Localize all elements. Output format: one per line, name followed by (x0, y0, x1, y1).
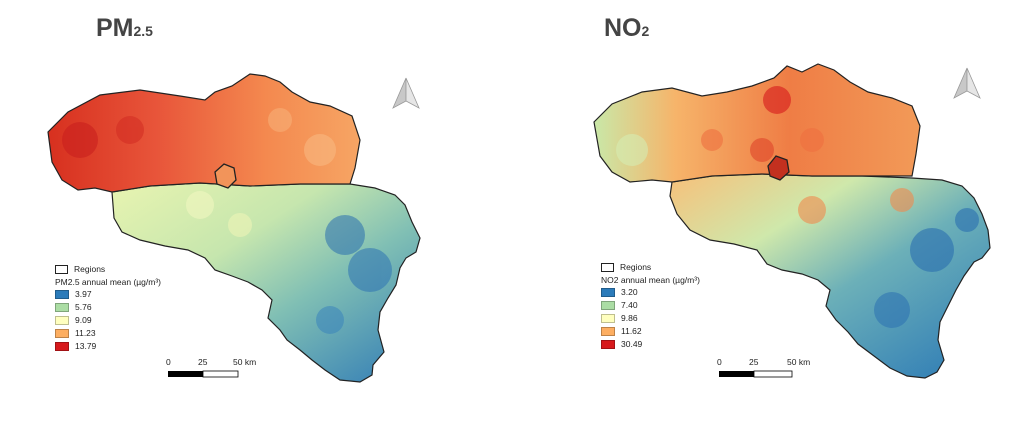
legend-swatch (55, 290, 69, 299)
north-arrow-icon (953, 67, 981, 99)
brussels-region (767, 155, 790, 181)
brussels-region (214, 163, 237, 189)
regions-outline-swatch (601, 263, 614, 272)
legend-class-label: 7.40 (621, 300, 638, 311)
legend-class-label: 11.23 (75, 328, 96, 339)
flanders-region (593, 63, 921, 183)
regions-outline-swatch (55, 265, 68, 274)
pm25-map-svg (47, 73, 421, 383)
no2-legend: Regions NO2 annual mean (µg/m³) 3.20 7.4… (601, 261, 700, 351)
legend-swatch (601, 288, 615, 297)
scale-tick-50: 50 km (233, 357, 257, 367)
no2-texture (616, 86, 979, 328)
north-arrow-icon (392, 77, 420, 109)
flanders-region (47, 73, 361, 193)
legend-title: PM2.5 annual mean (µg/m³) (55, 276, 161, 287)
regions-label: Regions (74, 264, 106, 275)
legend-class-label: 11.62 (621, 326, 642, 337)
legend-swatch (55, 329, 69, 338)
legend-class-label: 9.86 (621, 313, 638, 324)
map-title: PM2.5 (96, 14, 153, 43)
legend-class-label: 30.49 (621, 339, 643, 350)
wallonia-region (669, 173, 991, 379)
no2-map-svg (593, 63, 991, 379)
legend-swatch (601, 340, 615, 349)
legend-swatch (601, 301, 615, 310)
map-title: NO2 (604, 14, 649, 43)
legend-class-label: 9.09 (75, 315, 92, 326)
scale-bar (168, 370, 239, 378)
scale-tick-25: 25 (749, 357, 759, 367)
legend-class-label: 13.79 (75, 341, 97, 352)
scale-tick-50: 50 km (787, 357, 811, 367)
legend-swatch (55, 342, 69, 351)
legend-swatch (601, 314, 615, 323)
title-main: NO (604, 14, 642, 42)
scale-tick-25: 25 (198, 357, 208, 367)
title-subscript: 2.5 (133, 23, 153, 39)
title-main: PM (96, 14, 134, 42)
scale-tick-0: 0 (166, 357, 171, 367)
pm25-legend: Regions PM2.5 annual mean (µg/m³) 3.97 5… (55, 263, 161, 353)
legend-class-label: 3.97 (75, 289, 92, 300)
legend-class-label: 3.20 (621, 287, 638, 298)
regions-label: Regions (620, 262, 652, 273)
legend-title: NO2 annual mean (µg/m³) (601, 274, 700, 285)
scale-bar (719, 370, 793, 378)
pm25-map-panel: PM2.5 (47, 14, 421, 383)
scale-tick-0: 0 (717, 357, 722, 367)
legend-swatch (601, 327, 615, 336)
legend-swatch (55, 316, 69, 325)
pm25-texture (62, 108, 392, 334)
legend-class-label: 5.76 (75, 302, 92, 313)
legend-swatch (55, 303, 69, 312)
no2-map-panel: NO2 (512, 0, 1024, 425)
title-subscript: 2 (641, 23, 650, 39)
